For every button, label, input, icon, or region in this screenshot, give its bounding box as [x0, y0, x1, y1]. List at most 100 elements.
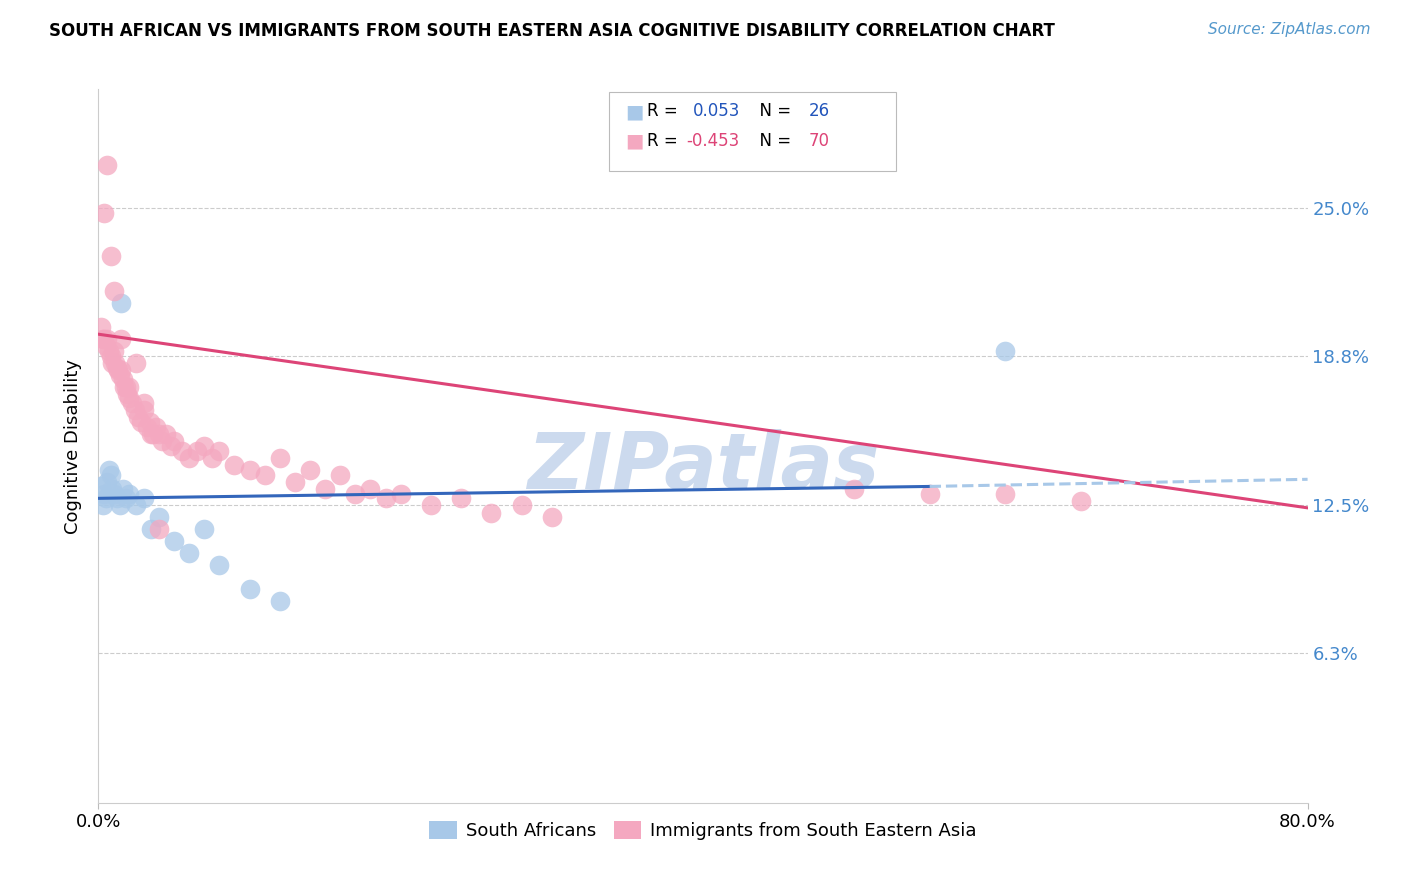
Point	[450, 491, 472, 506]
Point	[114, 379, 136, 393]
Point	[114, 491, 136, 506]
Point	[239, 582, 262, 596]
Point	[360, 482, 382, 496]
Point	[918, 486, 941, 500]
Point	[314, 482, 336, 496]
Point	[108, 499, 131, 513]
Point	[125, 356, 148, 370]
Point	[135, 420, 157, 434]
Text: 0.053: 0.053	[693, 103, 741, 120]
Point	[103, 343, 125, 358]
Point	[994, 343, 1017, 358]
Point	[94, 491, 117, 506]
Point	[103, 486, 125, 500]
Point	[132, 396, 155, 410]
Point	[105, 360, 128, 375]
Text: N =: N =	[749, 103, 797, 120]
Point	[124, 403, 146, 417]
Point	[148, 427, 170, 442]
Point	[201, 450, 224, 465]
Text: ■: ■	[626, 102, 644, 121]
Point	[269, 593, 291, 607]
Point	[163, 434, 186, 449]
Point	[96, 158, 118, 172]
Point	[374, 491, 396, 506]
Point	[224, 458, 246, 472]
Point	[121, 396, 143, 410]
Point	[93, 332, 115, 346]
Point	[329, 467, 352, 482]
Point	[1070, 493, 1092, 508]
Point	[107, 363, 129, 377]
Point	[110, 332, 132, 346]
Point	[540, 510, 562, 524]
Point	[125, 499, 148, 513]
Text: SOUTH AFRICAN VS IMMIGRANTS FROM SOUTH EASTERN ASIA COGNITIVE DISABILITY CORRELA: SOUTH AFRICAN VS IMMIGRANTS FROM SOUTH E…	[49, 22, 1054, 40]
Point	[132, 403, 155, 417]
Text: 26: 26	[808, 103, 830, 120]
Text: -0.453: -0.453	[686, 132, 740, 150]
Text: ZIPatlas: ZIPatlas	[527, 429, 879, 506]
Point	[111, 482, 134, 496]
Point	[118, 392, 141, 406]
Point	[284, 475, 307, 489]
Point	[481, 506, 503, 520]
Point	[103, 285, 125, 299]
Point	[141, 522, 163, 536]
Point	[269, 450, 291, 465]
Y-axis label: Cognitive Disability: Cognitive Disability	[65, 359, 83, 533]
Text: 70: 70	[808, 132, 830, 150]
Point	[160, 439, 183, 453]
Point	[179, 546, 201, 560]
Point	[96, 332, 118, 346]
Point	[129, 415, 152, 429]
Point	[170, 443, 193, 458]
Point	[148, 510, 170, 524]
Point	[94, 339, 117, 353]
Point	[118, 379, 141, 393]
Point	[344, 486, 367, 500]
Point	[389, 486, 412, 500]
Point	[193, 522, 215, 536]
Point	[108, 368, 131, 382]
Point	[186, 443, 208, 458]
Point	[994, 486, 1017, 500]
Point	[98, 343, 121, 358]
Point	[141, 427, 163, 442]
Point	[90, 479, 112, 493]
Point	[93, 486, 115, 500]
Text: ■: ■	[626, 131, 644, 151]
Point	[91, 499, 114, 513]
Point	[163, 534, 186, 549]
Point	[127, 410, 149, 425]
Point	[510, 499, 533, 513]
Point	[420, 499, 443, 513]
Text: Source: ZipAtlas.com: Source: ZipAtlas.com	[1208, 22, 1371, 37]
Point	[145, 420, 167, 434]
Point	[132, 491, 155, 506]
Point	[150, 434, 173, 449]
Point	[100, 249, 122, 263]
Point	[115, 386, 138, 401]
Point	[148, 522, 170, 536]
Point	[93, 206, 115, 220]
Point	[101, 356, 124, 370]
Text: N =: N =	[749, 132, 797, 150]
Point	[193, 439, 215, 453]
Point	[90, 320, 112, 334]
Point	[100, 349, 122, 363]
Point	[101, 482, 124, 496]
Point	[100, 467, 122, 482]
Point	[139, 415, 162, 429]
Point	[110, 363, 132, 377]
Legend: South Africans, Immigrants from South Eastern Asia: South Africans, Immigrants from South Ea…	[422, 814, 984, 847]
Point	[98, 463, 121, 477]
Point	[179, 450, 201, 465]
Point	[208, 443, 231, 458]
Text: R =: R =	[647, 103, 683, 120]
Point	[105, 491, 128, 506]
Text: R =: R =	[647, 132, 683, 150]
Point	[239, 463, 262, 477]
Point	[208, 558, 231, 572]
Point	[118, 486, 141, 500]
